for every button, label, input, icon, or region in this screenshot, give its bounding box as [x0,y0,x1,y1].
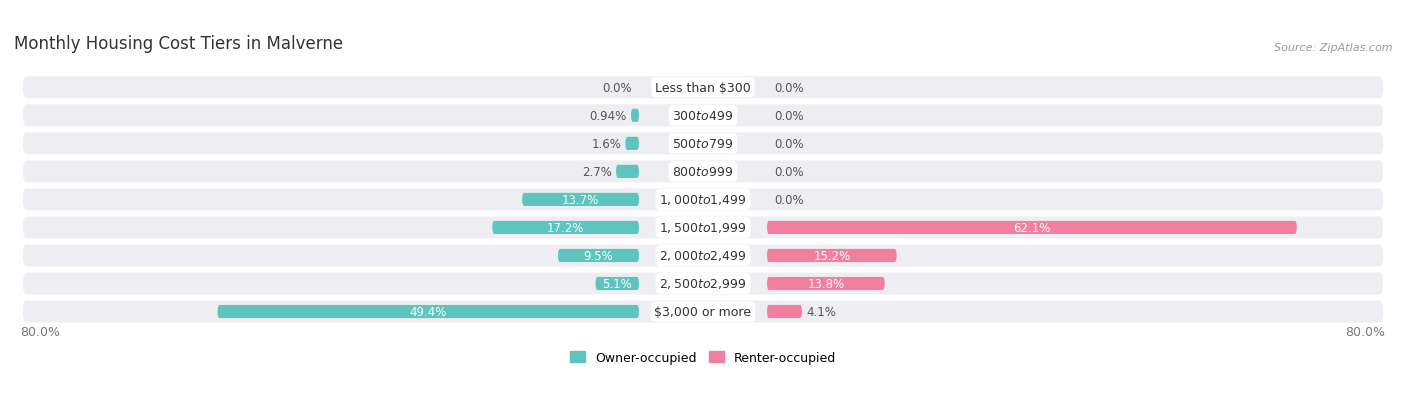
FancyBboxPatch shape [22,105,1384,127]
Text: 0.0%: 0.0% [773,82,803,95]
FancyBboxPatch shape [22,245,1384,267]
FancyBboxPatch shape [616,166,638,178]
Text: 49.4%: 49.4% [409,305,447,318]
Legend: Owner-occupied, Renter-occupied: Owner-occupied, Renter-occupied [565,346,841,369]
Text: $300 to $499: $300 to $499 [672,109,734,123]
FancyBboxPatch shape [22,189,1384,211]
Text: Source: ZipAtlas.com: Source: ZipAtlas.com [1274,43,1392,53]
Text: 17.2%: 17.2% [547,221,585,234]
Text: 0.0%: 0.0% [773,109,803,123]
Text: Less than $300: Less than $300 [655,82,751,95]
FancyBboxPatch shape [558,249,638,262]
FancyBboxPatch shape [218,305,638,318]
FancyBboxPatch shape [22,133,1384,155]
Text: $3,000 or more: $3,000 or more [655,305,751,318]
Text: $800 to $999: $800 to $999 [672,166,734,178]
Text: 0.0%: 0.0% [773,166,803,178]
Text: 13.8%: 13.8% [807,277,845,290]
Text: 4.1%: 4.1% [806,305,837,318]
FancyBboxPatch shape [22,301,1384,323]
Text: 80.0%: 80.0% [1346,325,1385,338]
FancyBboxPatch shape [522,193,638,206]
Text: 1.6%: 1.6% [591,138,621,150]
Text: 13.7%: 13.7% [562,193,599,206]
Text: 0.0%: 0.0% [603,82,633,95]
Text: 9.5%: 9.5% [583,249,613,262]
Text: 2.7%: 2.7% [582,166,612,178]
Text: 62.1%: 62.1% [1014,221,1050,234]
Text: 0.0%: 0.0% [773,193,803,206]
FancyBboxPatch shape [22,217,1384,239]
FancyBboxPatch shape [631,109,638,123]
FancyBboxPatch shape [22,273,1384,295]
FancyBboxPatch shape [768,305,801,318]
FancyBboxPatch shape [768,221,1296,235]
Text: $2,500 to $2,999: $2,500 to $2,999 [659,277,747,291]
FancyBboxPatch shape [768,249,897,262]
FancyBboxPatch shape [22,161,1384,183]
Text: $500 to $799: $500 to $799 [672,138,734,150]
Text: 0.0%: 0.0% [773,138,803,150]
Text: 5.1%: 5.1% [602,277,633,290]
Text: 15.2%: 15.2% [813,249,851,262]
FancyBboxPatch shape [596,277,638,290]
Text: $1,500 to $1,999: $1,500 to $1,999 [659,221,747,235]
Text: $2,000 to $2,499: $2,000 to $2,499 [659,249,747,263]
Text: 0.94%: 0.94% [589,109,627,123]
FancyBboxPatch shape [492,221,638,235]
FancyBboxPatch shape [768,277,884,290]
Text: Monthly Housing Cost Tiers in Malverne: Monthly Housing Cost Tiers in Malverne [14,35,343,53]
Text: $1,000 to $1,499: $1,000 to $1,499 [659,193,747,207]
FancyBboxPatch shape [626,138,638,151]
FancyBboxPatch shape [22,77,1384,99]
Text: 80.0%: 80.0% [21,325,60,338]
